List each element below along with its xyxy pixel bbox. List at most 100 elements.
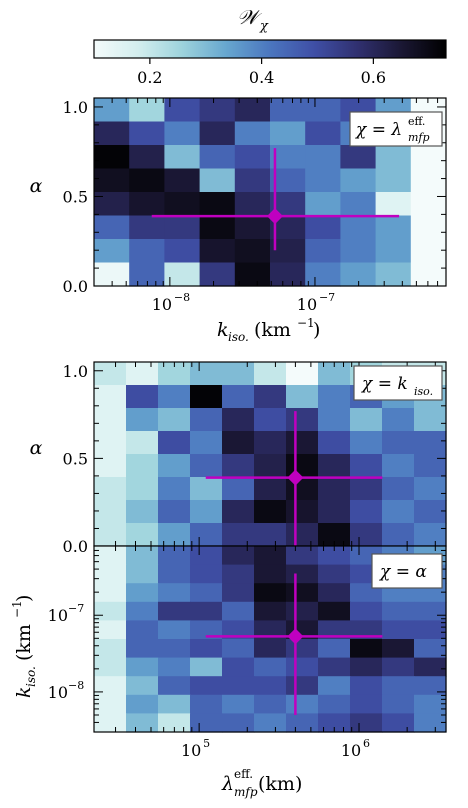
ylabel-bottom-units: (km [13, 624, 35, 661]
heatmap-cell [222, 694, 255, 714]
heatmap-cell [254, 564, 287, 584]
heatmap-cell [254, 500, 287, 524]
colorbar-tick-label: 0.4 [249, 68, 274, 87]
heatmap-cell [414, 713, 447, 733]
heatmap-cell [94, 601, 127, 621]
heatmap-cell [234, 192, 271, 217]
heatmap-cell [222, 713, 255, 733]
heatmap-cell [94, 676, 127, 696]
heatmap-cell [254, 601, 287, 621]
heatmap-cell [382, 676, 415, 696]
heatmap-cell [164, 145, 201, 170]
colorbar-gradient [93, 39, 447, 59]
heatmap-cell [318, 362, 351, 386]
y-tick-label: 0.0 [63, 277, 88, 296]
heatmap-cell [158, 546, 191, 566]
heatmap-cell [382, 477, 415, 501]
heatmap-cell [199, 168, 236, 193]
heatmap-cell [254, 676, 287, 696]
heatmap-cell [126, 564, 159, 584]
heatmap-cell [318, 500, 351, 524]
estimate-marker-top [151, 148, 400, 251]
heatmap-cell [286, 500, 319, 524]
heatmap-cell [254, 454, 287, 478]
heatmap-cell [286, 362, 319, 386]
heatmap-cell [158, 583, 191, 603]
heatmap-cell [222, 385, 255, 409]
heatmap-cell [375, 145, 412, 170]
estimate-diamond [266, 208, 283, 225]
heatmap-cell [286, 601, 319, 621]
heatmap-cell [350, 639, 383, 659]
heatmap-cell [286, 408, 319, 432]
heatmap-cell [190, 583, 223, 603]
heatmap-cell [234, 239, 271, 264]
heatmap-cell [382, 454, 415, 478]
heatmap-cell [126, 523, 159, 547]
panel-middle: 0.0 0.5 1.0 χ = k iso. α [30, 361, 447, 556]
heatmap-cell [94, 639, 127, 659]
x-tick-label-exponent: −8 [174, 291, 190, 304]
heatmap-cell [164, 168, 201, 193]
heatmap-cell [190, 546, 223, 566]
panel-bottom: 10 5 10 610 −810 −7 χ = α k iso. (km −1 ) λ m… [10, 545, 447, 799]
y-tick-label-exponent: −8 [68, 679, 84, 692]
heatmap-cell [254, 408, 287, 432]
y-tick-label: 1.0 [63, 362, 88, 381]
heatmap-cell [129, 121, 165, 146]
heatmap-cell [234, 98, 271, 123]
heatmap-cell [234, 121, 271, 146]
heatmap-cell [222, 583, 255, 603]
heatmap-cell [340, 215, 377, 240]
heatmap-cell [129, 145, 165, 170]
estimate-diamond [287, 628, 304, 645]
heatmap-cell [234, 168, 271, 193]
heatmap-cell [414, 694, 447, 714]
heatmap-cell [190, 601, 223, 621]
axes-frame-top [93, 97, 447, 287]
estimate-diamond [287, 469, 304, 486]
heatmap-cell [126, 546, 159, 566]
heatmap-cell [158, 657, 191, 677]
heatmap-cell [350, 620, 383, 640]
heatmap-cell [164, 239, 201, 264]
axis-ticks-middle: 0.0 0.5 1.0 [63, 362, 446, 556]
heatmap-cell [270, 262, 306, 287]
heatmap-cell [286, 583, 319, 603]
heatmap-cell [94, 362, 127, 386]
y-tick-label: 10 [48, 683, 68, 702]
heatmap-cell [199, 98, 236, 123]
colorbar: 𝒲 χ 0.2 0.4 0.6 [93, 5, 447, 87]
heatmap-cell [254, 694, 287, 714]
heatmap-cells-bottom [94, 546, 447, 733]
heatmap-cell [158, 523, 191, 547]
heatmap-cell [158, 564, 191, 584]
heatmap-cell [410, 192, 447, 217]
heatmap-cell [126, 657, 159, 677]
heatmap-cell [94, 694, 127, 714]
heatmap-cell [126, 408, 159, 432]
heatmap-cell [286, 639, 319, 659]
heatmap-cell [158, 639, 191, 659]
legend-text-top: χ = λ [355, 120, 402, 140]
axis-ticks-bottom: 10 5 10 610 −810 −7 [48, 545, 446, 760]
heatmap-cell [254, 657, 287, 677]
heatmap-cell [350, 657, 383, 677]
heatmap-cell [190, 431, 223, 455]
heatmap-cell [350, 523, 383, 547]
heatmap-cell [414, 639, 447, 659]
heatmap-cell [382, 431, 415, 455]
heatmap-cell [190, 564, 223, 584]
heatmap-cell [375, 215, 412, 240]
heatmap-cell [222, 639, 255, 659]
heatmap-cell [318, 408, 351, 432]
heatmap-cell [254, 362, 287, 386]
heatmap-cell [199, 262, 236, 287]
xlabel-bottom-main: λ [221, 773, 234, 795]
heatmap-cell [410, 168, 447, 193]
heatmap-cell [286, 657, 319, 677]
heatmap-cell [126, 362, 159, 386]
y-tick-label: 10 [48, 606, 68, 625]
heatmap-cell [350, 500, 383, 524]
heatmap-cell [222, 362, 255, 386]
